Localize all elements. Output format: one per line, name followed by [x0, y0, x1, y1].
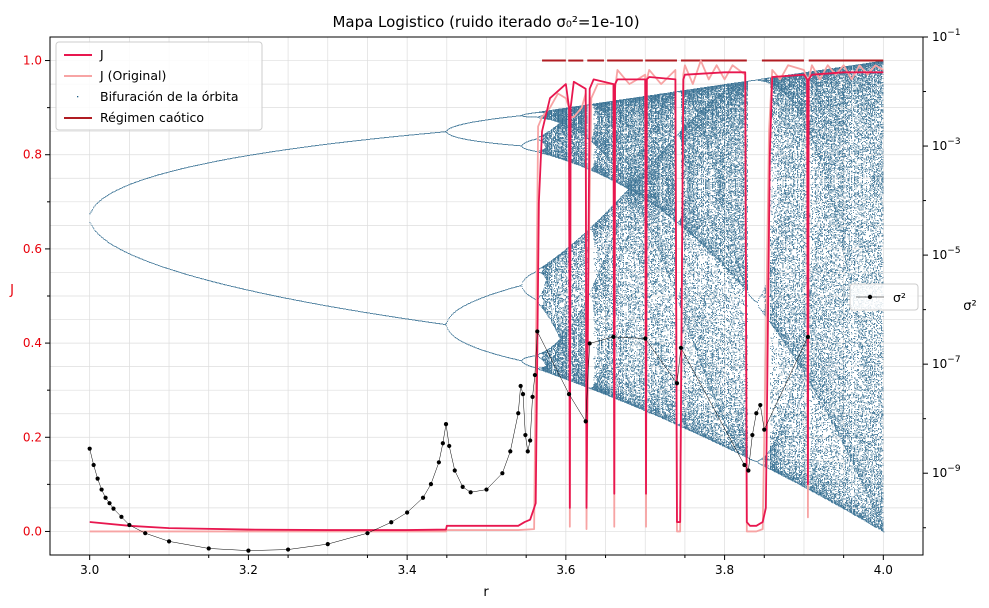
- sigma2-point: [566, 392, 572, 397]
- y-left-tick-label: 0.4: [23, 336, 42, 350]
- chart-title: Mapa Logistico (ruido iterado σ₀²=1e-10): [332, 13, 639, 31]
- sigma2-point: [518, 383, 523, 389]
- x-axis: 3.0 3.2 3.4 3.6 3.8 4.0: [80, 555, 893, 577]
- y-right-tick-label: 10−9: [932, 464, 961, 480]
- sigma2-point: [516, 411, 521, 416]
- sigma2-series: [87, 329, 811, 553]
- legend-swatch-bifurcation: [77, 96, 79, 98]
- sigma2-point: [643, 336, 648, 341]
- sigma2-point: [746, 468, 751, 473]
- y-left-tick-label: 0.0: [23, 524, 42, 538]
- sigma2-point: [91, 462, 96, 468]
- x-tick-label: 3.8: [715, 563, 734, 577]
- sigma2-point: [111, 506, 116, 511]
- y-right-axis-label: σ²: [963, 299, 976, 314]
- sigma2-point: [246, 548, 251, 553]
- sigma2-point: [420, 495, 426, 500]
- bifurcation-series: [89, 60, 885, 533]
- sigma2-point: [523, 432, 528, 438]
- y-left-tick-label: 0.8: [23, 148, 42, 162]
- y-left-tick-label: 0.2: [23, 430, 42, 444]
- sigma2-point: [528, 438, 533, 443]
- y-axis-left: 0.0 0.2 0.4 0.6 0.8 1.0: [23, 54, 50, 538]
- sigma2-point: [443, 422, 449, 427]
- legend-label-bifurcation: Bifuración de la órbita: [100, 89, 239, 104]
- sigma2-point: [468, 490, 473, 495]
- y-axis-right: 10−1 10−3 10−5 10−7 10−9: [923, 28, 961, 529]
- sigma2-point: [95, 476, 100, 481]
- sigma2-point: [99, 487, 104, 492]
- sigma2-point: [530, 394, 535, 399]
- sigma2-point: [447, 443, 452, 449]
- sigma2-point: [587, 341, 592, 346]
- sigma2-point: [535, 329, 540, 334]
- sigma2-point: [107, 501, 112, 506]
- legend-right: σ²: [849, 283, 919, 311]
- legend-left-box: [55, 41, 263, 131]
- y-right-tick-label: 10−5: [932, 246, 961, 262]
- sigma2-point: [166, 539, 172, 544]
- y-left-axis-label: J: [9, 283, 14, 298]
- legend-left: J J (Original) Bifuración de la órbita R…: [55, 41, 263, 131]
- legend-label-chaotic: Régimen caótico: [100, 110, 204, 125]
- sigma2-point: [87, 446, 92, 451]
- x-tick-label: 4.0: [874, 563, 893, 577]
- sigma2-point: [508, 449, 513, 454]
- sigma2-point: [520, 392, 526, 397]
- sigma2-point: [525, 449, 530, 454]
- y-right-tick-label: 10−1: [932, 28, 961, 44]
- sigma2-point: [762, 427, 767, 432]
- sigma2-point: [583, 419, 588, 424]
- j-series: [89, 71, 884, 531]
- x-tick-label: 3.6: [556, 563, 575, 577]
- j-line: [89, 71, 884, 531]
- sigma2-point: [103, 495, 108, 500]
- sigma2-point: [405, 510, 410, 515]
- y-right-tick-label: 10−3: [932, 137, 961, 153]
- sigma2-point: [750, 432, 755, 438]
- sigma2-point: [127, 522, 132, 528]
- legend-label-j: J: [99, 47, 104, 62]
- y-right-tick-label: 10−7: [932, 355, 961, 371]
- sigma2-point: [484, 487, 489, 492]
- x-tick-label: 3.0: [80, 563, 99, 577]
- sigma2-point: [428, 482, 434, 487]
- sigma2-point: [674, 381, 680, 386]
- x-tick-label: 3.4: [398, 563, 417, 577]
- sigma2-point: [436, 460, 441, 465]
- y-left-tick-label: 0.6: [23, 242, 42, 256]
- sigma2-point: [805, 334, 811, 339]
- sigma2-point: [678, 345, 684, 350]
- sigma2-point: [754, 411, 759, 416]
- x-axis-label: r: [483, 585, 489, 600]
- y-left-tick-label: 1.0: [23, 54, 42, 68]
- sigma2-point: [285, 547, 291, 552]
- bifurcation-points: [89, 60, 885, 533]
- sigma2-point: [206, 546, 211, 551]
- sigma2-point: [500, 471, 505, 476]
- legend-label-j-original: J (Original): [99, 68, 166, 83]
- sigma2-point: [325, 541, 330, 547]
- sigma2-point: [532, 372, 538, 378]
- sigma2-point: [389, 520, 394, 525]
- sigma2-point: [758, 402, 763, 408]
- sigma2-point: [452, 468, 457, 473]
- sigma2-point: [460, 484, 465, 489]
- x-tick-label: 3.2: [239, 563, 258, 577]
- sigma2-point: [440, 441, 445, 446]
- sigma2-point: [143, 531, 148, 536]
- legend-swatch-sigma2-marker: [867, 294, 873, 300]
- legend-label-sigma2: σ²: [893, 290, 906, 305]
- sigma2-point: [365, 531, 370, 536]
- sigma2-point: [119, 514, 124, 519]
- sigma2-point: [611, 334, 616, 339]
- sigma2-point: [742, 462, 747, 468]
